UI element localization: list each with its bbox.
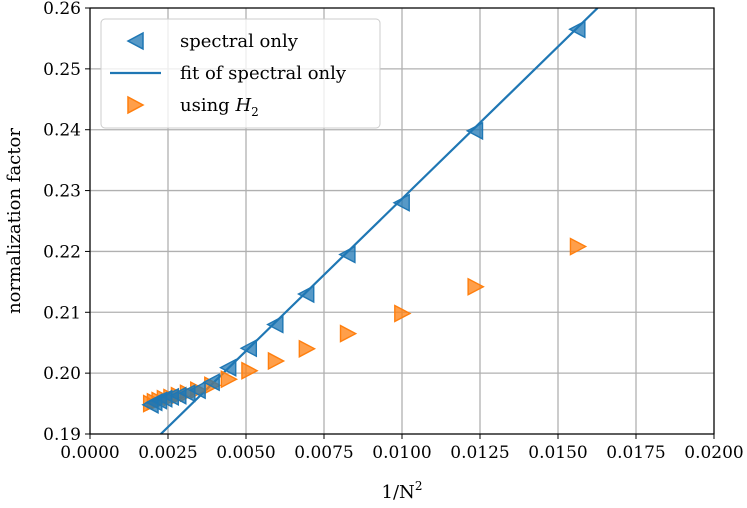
- x-tick-label: 0.0050: [216, 443, 275, 463]
- y-tick-label: 0.26: [43, 0, 81, 19]
- y-tick-label: 0.25: [43, 60, 81, 80]
- y-tick-label: 0.20: [43, 364, 81, 384]
- marker-spectral-only: [297, 284, 315, 304]
- legend-label-using-h2-sub: 2: [251, 105, 259, 119]
- marker-spectral-only: [266, 315, 284, 334]
- x-tick-label: 0.0175: [606, 443, 665, 463]
- legend-label-using-h2-var: H: [234, 95, 251, 116]
- x-tick-label: 0.0125: [450, 443, 509, 463]
- legend-label-using-h2-prefix: using: [180, 95, 235, 116]
- marker-using-h2: [569, 237, 588, 256]
- marker-spectral-only: [568, 20, 586, 39]
- marker-spectral-only: [202, 373, 220, 392]
- marker-using-h2: [220, 370, 239, 389]
- legend-box: [100, 18, 381, 129]
- legend-entry-spectral-only: spectral only: [126, 31, 299, 52]
- legend-marker-spectral-only: [126, 31, 144, 51]
- y-tick-label: 0.23: [43, 182, 81, 202]
- legend-label-spectral-only: spectral only: [180, 31, 299, 52]
- plot-area: [141, 8, 599, 434]
- x-tick-label: 0.0075: [294, 443, 353, 463]
- marker-using-h2: [467, 277, 485, 296]
- y-tick-label: 0.24: [43, 121, 81, 141]
- marker-spectral-only: [219, 358, 237, 377]
- legend-label-using-h2: using H2: [180, 95, 259, 119]
- marker-spectral-only: [338, 245, 356, 264]
- marker-spectral-only: [465, 121, 484, 141]
- y-tick-label: 0.21: [43, 303, 81, 323]
- marker-using-h2: [339, 324, 358, 343]
- ticks: 0.0000 0.0025 0.0050 0.0075 0.0100 0.0125 0.01…: [43, 0, 744, 463]
- marker-using-h2: [394, 304, 412, 323]
- x-tick-label: 0.0200: [684, 443, 743, 463]
- x-tick-label: 0.0100: [372, 443, 431, 463]
- y-axis-label: normalization factor: [4, 128, 25, 314]
- marker-using-h2: [267, 351, 286, 371]
- x-axis-label: 1/N2: [382, 479, 423, 503]
- marker-using-h2: [241, 361, 259, 380]
- legend-marker-using-h2: [127, 95, 145, 115]
- x-tick-label: 0.0150: [528, 443, 587, 463]
- legend-entry-fit: fit of spectral only: [110, 63, 347, 84]
- x-axis-label-sup: 2: [415, 479, 423, 493]
- x-axis-label-main: 1/N: [382, 482, 415, 503]
- marker-using-h2: [298, 339, 317, 358]
- legend-label-fit: fit of spectral only: [180, 63, 347, 84]
- legend-entry-using-h2: using H2: [127, 95, 259, 119]
- x-tick-label: 0.0025: [138, 443, 197, 463]
- x-tick-label: 0.0000: [60, 443, 119, 463]
- y-tick-label: 0.22: [43, 242, 81, 262]
- marker-spectral-only: [239, 339, 258, 358]
- marker-spectral-only: [392, 193, 410, 212]
- legend: spectral only fit of spectral only using…: [100, 18, 381, 129]
- marker-spectral-only: [188, 381, 206, 400]
- y-tick-label: 0.19: [43, 425, 81, 445]
